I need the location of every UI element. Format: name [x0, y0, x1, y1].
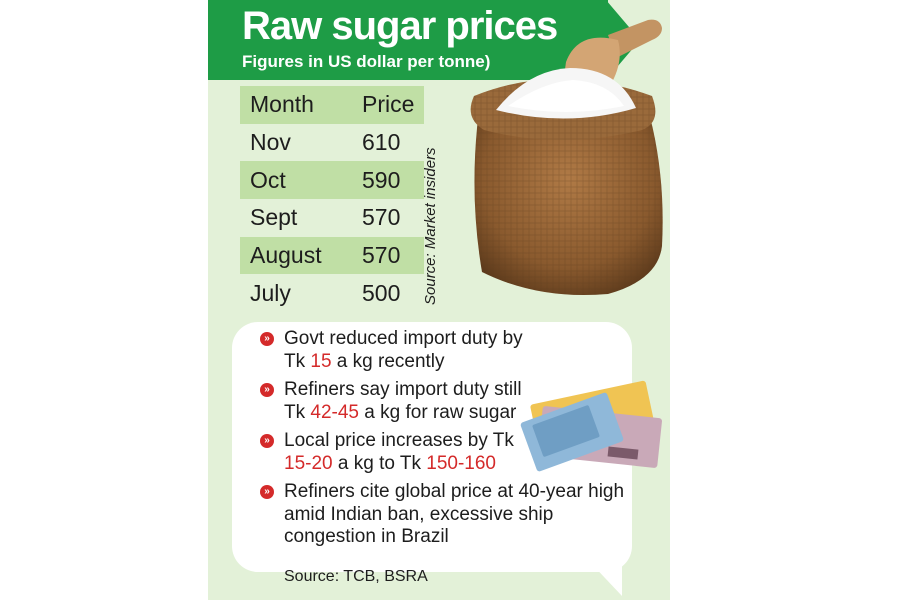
cell-price: 570: [362, 242, 401, 269]
notes-bubble-tail: [588, 560, 622, 596]
table-row: July 500: [240, 274, 424, 312]
red-chevron-icon: »: [260, 332, 274, 346]
table-row: Sept 570: [240, 199, 424, 237]
footer-source: Source: TCB, BSRA: [284, 568, 428, 585]
column-header-price: Price: [362, 91, 415, 118]
cell-price: 590: [362, 166, 401, 193]
notes-list: » Govt reduced import duty by Tk 15 a kg…: [244, 328, 624, 555]
table-header-row: Month Price: [240, 86, 424, 124]
sugar-sack-image: [470, 19, 663, 296]
red-chevron-icon: »: [260, 383, 274, 397]
cell-month: Sept: [250, 204, 298, 231]
red-chevron-icon: »: [260, 434, 274, 448]
table-row: Nov 610: [240, 124, 424, 162]
table-row: Oct 590: [240, 161, 424, 200]
cell-month: July: [250, 279, 291, 306]
list-item: » Refiners say import duty still Tk 42-4…: [244, 379, 544, 424]
banknotes-image: [520, 380, 662, 472]
red-chevron-icon: »: [260, 485, 274, 499]
cell-price: 610: [362, 129, 401, 156]
column-header-month: Month: [250, 91, 314, 118]
table-source: Source: Market insiders: [422, 147, 439, 305]
title: Raw sugar prices: [242, 4, 558, 48]
cell-month: August: [250, 242, 322, 269]
list-item: » Local price increases by Tk 15-20 a kg…: [244, 430, 544, 475]
price-table: Month Price Nov 610 Oct 590 Sept 570 Aug…: [240, 86, 424, 312]
list-item: » Refiners cite global price at 40-year …: [244, 481, 634, 549]
cell-month: Nov: [250, 129, 291, 156]
cell-month: Oct: [250, 166, 286, 193]
subtitle: Figures in US dollar per tonne): [242, 52, 491, 71]
title-banner: Raw sugar prices Figures in US dollar pe…: [208, 0, 608, 80]
list-item: » Govt reduced import duty by Tk 15 a kg…: [244, 328, 544, 373]
table-row: August 570: [240, 236, 424, 275]
infographic-panel: Raw sugar prices Figures in US dollar pe…: [208, 0, 670, 600]
cell-price: 500: [362, 279, 401, 306]
cell-price: 570: [362, 204, 401, 231]
